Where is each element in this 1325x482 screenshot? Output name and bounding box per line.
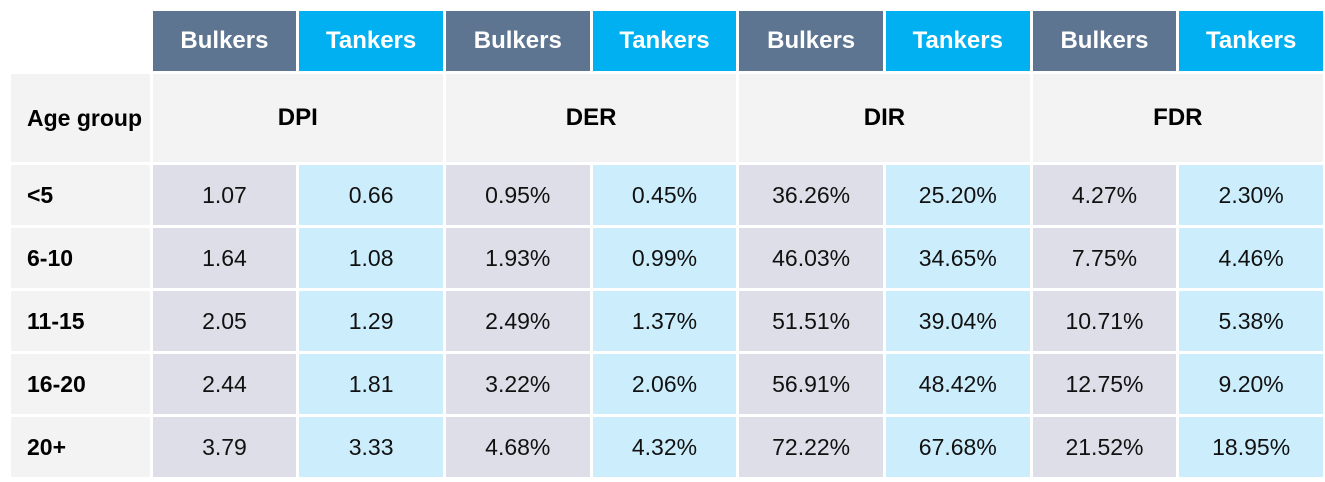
table-row: <5 1.07 0.66 0.95% 0.45% 36.26% 25.20% 4.27% 2.3… [11, 165, 1323, 225]
bulkers-value-cell: 51.51% [739, 291, 883, 351]
tankers-value-cell: 5.38% [1179, 291, 1323, 351]
tankers-value-cell: 0.99% [592, 228, 737, 288]
age-group-label: 20+ [11, 417, 150, 477]
tankers-header-fdr: Tankers [1179, 11, 1323, 71]
bulkers-value-cell: 7.75% [1032, 228, 1177, 288]
metric-header-row: Age group DPI DER DIR FDR [11, 74, 1323, 162]
table-row: 16-20 2.44 1.81 3.22% 2.06% 56.91% 48.42% 12.75… [11, 354, 1323, 414]
age-group-label: 16-20 [11, 354, 150, 414]
bulkers-value-cell: 3.79 [152, 417, 297, 477]
table-row: 11-15 2.05 1.29 2.49% 1.37% 51.51% 39.04% 10.71… [11, 291, 1323, 351]
age-group-header: Age group [11, 74, 150, 162]
age-group-label: <5 [11, 165, 150, 225]
tankers-value-cell: 9.20% [1179, 354, 1323, 414]
bulkers-value-cell: 4.68% [445, 417, 590, 477]
bulkers-value-cell: 72.22% [739, 417, 883, 477]
tankers-value-cell: 3.33 [299, 417, 443, 477]
bulkers-value-cell: 1.64 [152, 228, 297, 288]
tankers-value-cell: 1.08 [299, 228, 443, 288]
tankers-value-cell: 25.20% [885, 165, 1030, 225]
tankers-value-cell: 48.42% [885, 354, 1030, 414]
tankers-header-der: Tankers [592, 11, 737, 71]
tankers-value-cell: 2.06% [592, 354, 737, 414]
bulkers-value-cell: 21.52% [1032, 417, 1177, 477]
tankers-value-cell: 0.45% [592, 165, 737, 225]
age-group-label: 6-10 [11, 228, 150, 288]
bulkers-header-fdr: Bulkers [1032, 11, 1177, 71]
metric-header-fdr: FDR [1032, 74, 1323, 162]
bulkers-value-cell: 0.95% [445, 165, 590, 225]
metric-header-der: DER [445, 74, 737, 162]
metric-header-dir: DIR [739, 74, 1030, 162]
tankers-value-cell: 34.65% [885, 228, 1030, 288]
vessel-type-header-row: Bulkers Tankers Bulkers Tankers Bulkers … [11, 11, 1323, 71]
tankers-value-cell: 4.32% [592, 417, 737, 477]
bulkers-header-dpi: Bulkers [152, 11, 297, 71]
tankers-value-cell: 1.29 [299, 291, 443, 351]
tankers-header-dir: Tankers [885, 11, 1030, 71]
age-group-label: 11-15 [11, 291, 150, 351]
tankers-value-cell: 67.68% [885, 417, 1030, 477]
bulkers-value-cell: 1.93% [445, 228, 590, 288]
table-body: <5 1.07 0.66 0.95% 0.45% 36.26% 25.20% 4.27% 2.3… [11, 165, 1323, 477]
bulkers-value-cell: 10.71% [1032, 291, 1177, 351]
tankers-value-cell: 1.37% [592, 291, 737, 351]
tankers-value-cell: 18.95% [1179, 417, 1323, 477]
corner-cell [11, 11, 150, 71]
table-row: 20+ 3.79 3.33 4.68% 4.32% 72.22% 67.68% 21.52% 1… [11, 417, 1323, 477]
bulkers-header-dir: Bulkers [739, 11, 883, 71]
bulkers-value-cell: 2.44 [152, 354, 297, 414]
tankers-value-cell: 2.30% [1179, 165, 1323, 225]
bulkers-value-cell: 2.05 [152, 291, 297, 351]
bulkers-value-cell: 4.27% [1032, 165, 1177, 225]
bulkers-value-cell: 46.03% [739, 228, 883, 288]
tankers-header-dpi: Tankers [299, 11, 443, 71]
age-group-metrics-table: Bulkers Tankers Bulkers Tankers Bulkers … [8, 8, 1325, 480]
tankers-value-cell: 1.81 [299, 354, 443, 414]
bulkers-value-cell: 12.75% [1032, 354, 1177, 414]
tankers-value-cell: 4.46% [1179, 228, 1323, 288]
tankers-value-cell: 39.04% [885, 291, 1030, 351]
bulkers-header-der: Bulkers [445, 11, 590, 71]
bulkers-value-cell: 56.91% [739, 354, 883, 414]
tankers-value-cell: 0.66 [299, 165, 443, 225]
bulkers-value-cell: 36.26% [739, 165, 883, 225]
table-row: 6-10 1.64 1.08 1.93% 0.99% 46.03% 34.65% 7.75% 4… [11, 228, 1323, 288]
bulkers-value-cell: 3.22% [445, 354, 590, 414]
bulkers-value-cell: 1.07 [152, 165, 297, 225]
bulkers-value-cell: 2.49% [445, 291, 590, 351]
metric-header-dpi: DPI [152, 74, 443, 162]
